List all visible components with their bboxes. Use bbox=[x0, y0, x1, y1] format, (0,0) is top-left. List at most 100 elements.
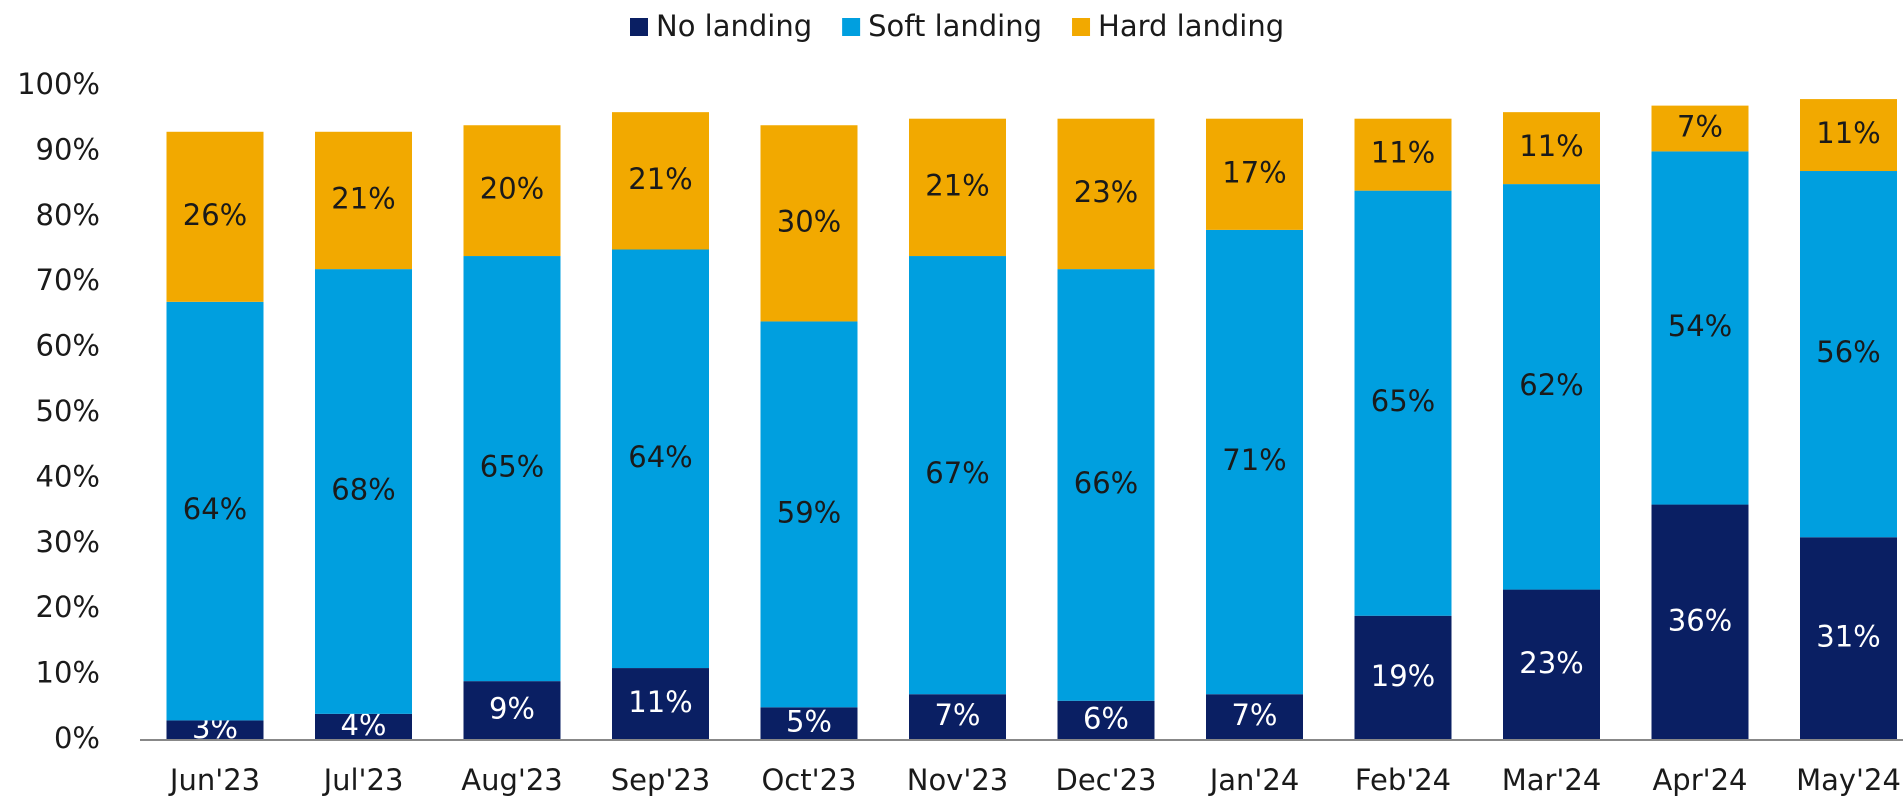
y-tick-label: 70% bbox=[36, 263, 100, 297]
bar-segment bbox=[1651, 151, 1749, 505]
x-tick-label: Mar'24 bbox=[1502, 763, 1602, 797]
data-label: 11% bbox=[1519, 129, 1583, 163]
legend-swatch bbox=[1072, 18, 1091, 36]
x-tick-label: Nov'23 bbox=[907, 763, 1008, 797]
bar-segment bbox=[1354, 190, 1452, 616]
bar-segment bbox=[463, 681, 561, 740]
data-label: 9% bbox=[489, 692, 535, 726]
bar-segment bbox=[760, 321, 858, 708]
data-label: 21% bbox=[628, 162, 692, 196]
bar-segment bbox=[760, 707, 858, 740]
data-label: 7% bbox=[1677, 110, 1723, 144]
data-label: 6% bbox=[1083, 701, 1129, 735]
legend-label: No landing bbox=[656, 9, 812, 43]
bar-segment bbox=[1206, 118, 1303, 230]
x-tick-label: May'24 bbox=[1796, 763, 1901, 797]
bar-segment bbox=[612, 668, 709, 740]
legend-swatch bbox=[842, 18, 861, 36]
y-tick-label: 20% bbox=[36, 590, 100, 624]
y-tick-label: 30% bbox=[36, 525, 100, 559]
x-tick-label: Feb'24 bbox=[1355, 763, 1451, 797]
legend-label: Soft landing bbox=[868, 9, 1042, 43]
x-tick-label: Apr'24 bbox=[1652, 763, 1747, 797]
y-tick-label: 100% bbox=[17, 67, 100, 101]
data-label: 5% bbox=[786, 705, 832, 739]
data-label: 62% bbox=[1519, 368, 1583, 402]
y-tick-label: 10% bbox=[36, 656, 100, 690]
x-tick-label: Jan'24 bbox=[1208, 763, 1300, 797]
data-label: 65% bbox=[480, 450, 544, 484]
bar-segment bbox=[909, 256, 1006, 695]
data-label: 7% bbox=[934, 698, 980, 732]
x-tick-label: Jul'23 bbox=[322, 763, 404, 797]
bar-segment bbox=[1057, 118, 1155, 270]
bar-segment bbox=[1800, 537, 1897, 740]
data-label: 21% bbox=[925, 168, 989, 202]
bar-segment bbox=[1057, 269, 1155, 701]
bar-segment bbox=[1503, 589, 1600, 740]
data-label: 54% bbox=[1668, 309, 1732, 343]
y-tick-label: 50% bbox=[36, 394, 100, 428]
data-label: 26% bbox=[183, 198, 247, 232]
data-label: 64% bbox=[628, 440, 692, 474]
bar-segment bbox=[315, 713, 412, 740]
bar-segment bbox=[166, 131, 264, 302]
data-label: 23% bbox=[1074, 175, 1138, 209]
y-tick-label: 60% bbox=[36, 329, 100, 363]
data-label: 64% bbox=[183, 492, 247, 526]
data-label: 65% bbox=[1371, 384, 1435, 418]
bar-segment bbox=[166, 720, 264, 740]
bar-segment bbox=[1651, 504, 1749, 740]
bar-segment bbox=[315, 131, 412, 270]
bar-segment bbox=[1651, 105, 1749, 152]
data-label: 36% bbox=[1668, 603, 1732, 637]
bar-segment bbox=[1354, 118, 1452, 191]
x-tick-label: Dec'23 bbox=[1056, 763, 1157, 797]
y-tick-label: 90% bbox=[36, 132, 100, 166]
x-tick-label: Sep'23 bbox=[611, 763, 711, 797]
data-label: 68% bbox=[331, 472, 395, 506]
data-label: 20% bbox=[480, 172, 544, 206]
bar-segment bbox=[463, 256, 561, 682]
x-tick-label: Oct'23 bbox=[761, 763, 856, 797]
bar-segment bbox=[1503, 184, 1600, 590]
data-label: 71% bbox=[1222, 443, 1286, 477]
bar-segment bbox=[1503, 112, 1600, 185]
bar-segment bbox=[463, 125, 561, 257]
bar-segment bbox=[1206, 229, 1303, 695]
data-label: 7% bbox=[1231, 698, 1277, 732]
bar-segment bbox=[315, 269, 412, 714]
legend-swatch bbox=[630, 18, 648, 36]
data-label: 11% bbox=[1816, 116, 1880, 150]
y-tick-label: 80% bbox=[36, 198, 100, 232]
data-label: 31% bbox=[1816, 620, 1880, 654]
data-label: 59% bbox=[777, 495, 841, 529]
data-label: 66% bbox=[1074, 466, 1138, 500]
legend-label: Hard landing bbox=[1098, 9, 1284, 43]
bar-segment bbox=[760, 125, 858, 322]
data-label: 11% bbox=[1371, 136, 1435, 170]
y-tick-label: 40% bbox=[36, 459, 100, 493]
bar-segment bbox=[1057, 700, 1155, 740]
bar-segment bbox=[1800, 99, 1897, 172]
bar-segment bbox=[909, 694, 1006, 740]
x-tick-label: Jun'23 bbox=[168, 763, 260, 797]
data-label: 23% bbox=[1519, 646, 1583, 680]
data-label: 67% bbox=[925, 456, 989, 490]
data-label: 11% bbox=[628, 685, 692, 719]
data-label: 30% bbox=[777, 204, 841, 238]
bar-segment bbox=[612, 249, 709, 669]
bar-segment bbox=[166, 301, 264, 721]
data-label: 56% bbox=[1816, 335, 1880, 369]
data-label: 21% bbox=[331, 181, 395, 215]
bar-segment bbox=[1206, 694, 1303, 740]
data-label: 17% bbox=[1222, 155, 1286, 189]
bar-segment bbox=[612, 112, 709, 250]
bar-segment bbox=[1800, 171, 1897, 538]
data-label: 19% bbox=[1371, 659, 1435, 693]
bar-segment bbox=[909, 118, 1006, 257]
bar-segment bbox=[1354, 615, 1452, 740]
x-tick-label: Aug'23 bbox=[461, 763, 563, 797]
y-tick-label: 0% bbox=[54, 721, 100, 755]
